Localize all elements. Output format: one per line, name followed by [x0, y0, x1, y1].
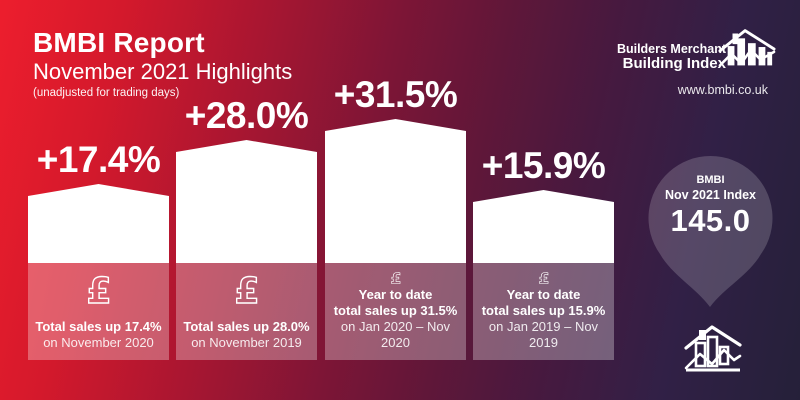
growth-percent-label: +31.5%: [333, 74, 458, 115]
bmbi-logo-text: Builders Merchant Building Index: [616, 42, 726, 73]
caption-line: total sales up 15.9%: [481, 303, 606, 318]
caption-line: total sales up 31.5%: [333, 303, 458, 318]
caption-line: on November 2019: [191, 335, 302, 350]
bar-caption: £ Total sales up 28.0% on November 2019: [176, 263, 317, 360]
growth-percent-label: +17.4%: [36, 139, 161, 180]
caption-line: on Jan 2019 – Nov 2019: [488, 319, 599, 350]
page-subtitle: November 2021 Highlights: [33, 59, 293, 84]
sales-bar-group: +28.0% £ Total sales up 28.0% on November 2…: [176, 0, 317, 360]
pound-icon: £: [233, 270, 259, 311]
caption-line: on November 2020: [43, 335, 154, 350]
caption-text: Year to date total sales up 15.9% on Jan 2…: [475, 287, 612, 351]
caption-text: Total sales up 28.0% on November 2019: [183, 319, 309, 351]
caption-line: Total sales up 17.4%: [35, 319, 162, 334]
caption-line: Total sales up 28.0%: [183, 319, 310, 334]
caption-text: Year to date total sales up 31.5% on Jan 2…: [327, 287, 464, 351]
bar-shape: [176, 140, 317, 263]
pound-icon: £: [85, 270, 111, 311]
house-chart-icon: [684, 325, 742, 372]
bar-caption: £ Year to date total sales up 15.9% on Jan …: [473, 263, 614, 360]
pin-index-value: 145.0: [670, 203, 751, 238]
house-bar-chart-icon: [718, 29, 776, 67]
svg-text:£: £: [234, 271, 259, 311]
caption-line: Year to date: [506, 287, 581, 302]
bar-caption: £ Total sales up 17.4% on November 2020: [28, 263, 169, 360]
caption-text: Total sales up 17.4% on November 2020: [35, 319, 161, 351]
caption-line: on Jan 2020 – Nov 2020: [340, 319, 451, 350]
trading-days-note: (unadjusted for trading days): [33, 87, 180, 99]
svg-text:£: £: [538, 270, 549, 287]
logo-name-line1: Builders Merchant: [616, 42, 726, 56]
sales-bar-group: +31.5% £ Year to date total sales up 31.5% o…: [325, 0, 466, 360]
pin-org-label: BMBI: [696, 174, 725, 186]
bar-shape: [325, 119, 466, 263]
pound-icon: £: [390, 269, 401, 287]
logo-name-line2: Building Index: [622, 55, 726, 73]
bar-shape: [473, 190, 614, 263]
svg-text:£: £: [390, 270, 401, 287]
website-link[interactable]: www.bmbi.co.uk: [677, 83, 768, 97]
growth-percent-label: +15.9%: [481, 145, 606, 186]
pin-index-label: Nov 2021 Index: [664, 188, 756, 202]
pound-icon: £: [538, 269, 549, 287]
growth-percent-label: +28.0%: [184, 95, 309, 136]
caption-line: Year to date: [358, 287, 433, 302]
sales-bar-group: +17.4% £ Total sales up 17.4% on November 2…: [28, 0, 169, 360]
index-pin-shape: [648, 156, 773, 307]
sales-bar-group: +15.9% £ Year to date total sales up 15.9% o…: [473, 0, 614, 360]
svg-text:£: £: [86, 271, 111, 311]
bar-shape: [28, 184, 169, 263]
page-title: BMBI Report: [33, 27, 205, 58]
bar-caption: £ Year to date total sales up 31.5% on Jan …: [325, 263, 466, 360]
